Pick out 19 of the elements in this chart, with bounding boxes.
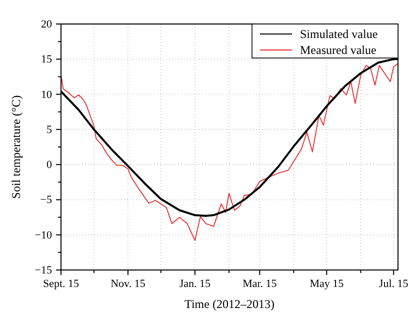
y-tick-label: 0	[46, 159, 52, 172]
x-tick-label: Jul. 15	[378, 278, 409, 290]
y-tick-label: −5	[40, 194, 52, 206]
y-tick-label: 15	[41, 54, 52, 66]
x-tick-label: Nov. 15	[110, 278, 146, 290]
y-tick-label: 20	[41, 18, 52, 31]
line-series	[60, 62, 398, 241]
legend-label: Measured value	[300, 43, 376, 57]
y-tick-label: −10	[34, 229, 52, 242]
y-tick-label: −15	[34, 264, 52, 277]
x-tick-label: May 15	[310, 278, 344, 290]
y-tick-label: 10	[41, 88, 52, 101]
y-axis-title: Soil temperature (°C)	[9, 95, 23, 199]
x-tick-label: Sept. 15	[42, 278, 80, 290]
y-tick-label: 5	[46, 124, 52, 136]
x-axis-title: Time (2012–2013)	[184, 297, 274, 311]
legend-label: Simulated value	[300, 27, 378, 41]
x-tick-label: Mar. 15	[242, 278, 278, 290]
x-tick-label: Jan. 15	[179, 278, 211, 290]
